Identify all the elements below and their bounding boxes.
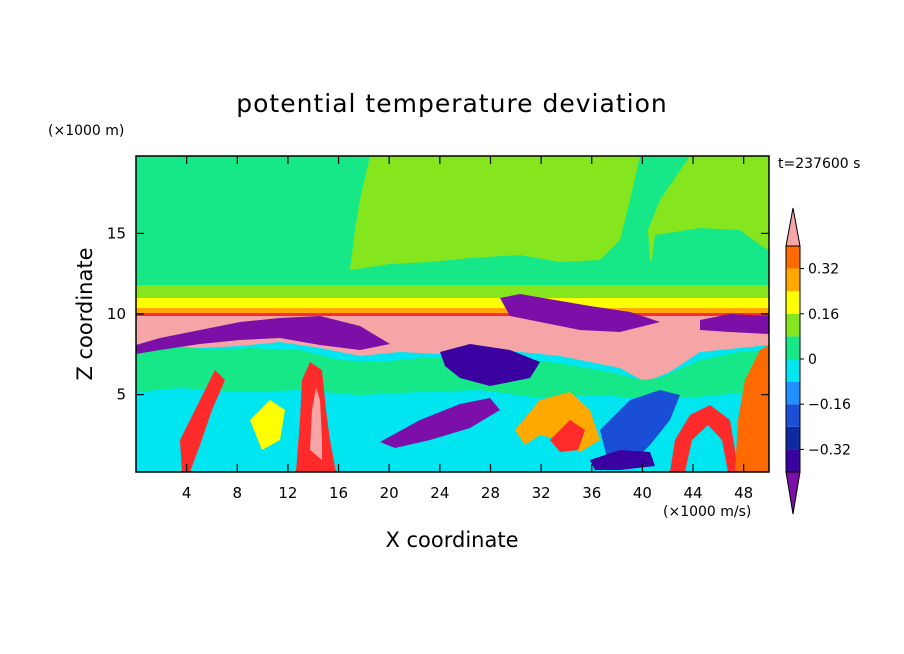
x-tick-label: 36 bbox=[582, 484, 601, 502]
colorbar-tick-label: −0.16 bbox=[808, 397, 851, 413]
x-tick-label: 40 bbox=[633, 484, 652, 502]
colorbar-band bbox=[786, 381, 800, 405]
inversion-band-yellow bbox=[136, 298, 769, 308]
colorbar-extend-bottom bbox=[785, 471, 801, 515]
navy-blob-mid bbox=[440, 344, 540, 386]
chart-title: potential temperature deviation bbox=[236, 89, 667, 118]
purple-bottom-lens bbox=[380, 398, 500, 448]
x-tick-label: 12 bbox=[278, 484, 297, 502]
purple-blob-left bbox=[136, 316, 390, 354]
lower-field-green bbox=[136, 345, 769, 400]
red-swirl-mid bbox=[550, 420, 585, 452]
colorbar-tick-label: 0 bbox=[808, 352, 817, 368]
colorbar: 0.32 0.16 0 −0.16 −0.32 bbox=[785, 207, 851, 515]
upper-field-teal-patch bbox=[650, 228, 769, 280]
upper-field-lime bbox=[350, 156, 640, 270]
x-tick-label: 48 bbox=[734, 484, 753, 502]
purple-blob-top-mid bbox=[500, 294, 660, 332]
y-tick-label: 5 bbox=[116, 386, 126, 404]
pink-plume-core bbox=[310, 388, 322, 460]
red-swirl-left bbox=[180, 370, 225, 472]
colorbar-band bbox=[786, 404, 800, 427]
y-axis-label: Z coordinate bbox=[73, 247, 97, 380]
y-axis: 5 10 15 bbox=[107, 224, 769, 404]
colorbar-band bbox=[786, 246, 800, 269]
colorbar-tick-label: 0.16 bbox=[808, 307, 839, 323]
colorbar-tick-label: 0.32 bbox=[808, 262, 839, 278]
colorbar-band bbox=[786, 359, 800, 382]
navy-region-bottom bbox=[590, 450, 655, 470]
x-axis: 4 8 12 16 20 24 28 32 36 40 44 48 bbox=[182, 156, 753, 502]
y-tick-label: 15 bbox=[107, 224, 126, 242]
colorbar-band bbox=[786, 291, 800, 314]
red-arc-right bbox=[670, 405, 738, 472]
colorbar-extend-top bbox=[785, 207, 801, 247]
colorbar-tick-label: −0.32 bbox=[808, 442, 851, 458]
colorbar-band bbox=[786, 336, 800, 359]
time-annotation: t=237600 s bbox=[778, 156, 860, 172]
x-tick-label: 32 bbox=[532, 484, 551, 502]
colorbar-band bbox=[786, 313, 800, 337]
colorbar-band bbox=[786, 268, 800, 292]
red-plume-right bbox=[735, 345, 769, 472]
x-tick-label: 4 bbox=[182, 484, 192, 502]
x-axis-label: X coordinate bbox=[385, 528, 518, 552]
colorbar-band bbox=[786, 449, 800, 472]
yellow-patch bbox=[250, 400, 285, 450]
x-tick-label: 8 bbox=[233, 484, 243, 502]
y-tick-label: 10 bbox=[107, 305, 126, 323]
inversion-band-orange bbox=[136, 308, 769, 313]
plot-area bbox=[136, 156, 769, 472]
x-tick-label: 28 bbox=[481, 484, 500, 502]
x-tick-label: 20 bbox=[380, 484, 399, 502]
inversion-band-red bbox=[136, 313, 769, 316]
x-tick-label: 24 bbox=[430, 484, 449, 502]
y-unit-label: (×1000 m) bbox=[48, 123, 124, 139]
x-tick-label: 44 bbox=[683, 484, 702, 502]
inversion-band-lime bbox=[136, 285, 769, 299]
colorbar-band bbox=[786, 426, 800, 450]
x-tick-label: 16 bbox=[329, 484, 348, 502]
x-unit-label: (×1000 m/s) bbox=[663, 504, 751, 520]
purple-blob-right bbox=[700, 314, 769, 334]
